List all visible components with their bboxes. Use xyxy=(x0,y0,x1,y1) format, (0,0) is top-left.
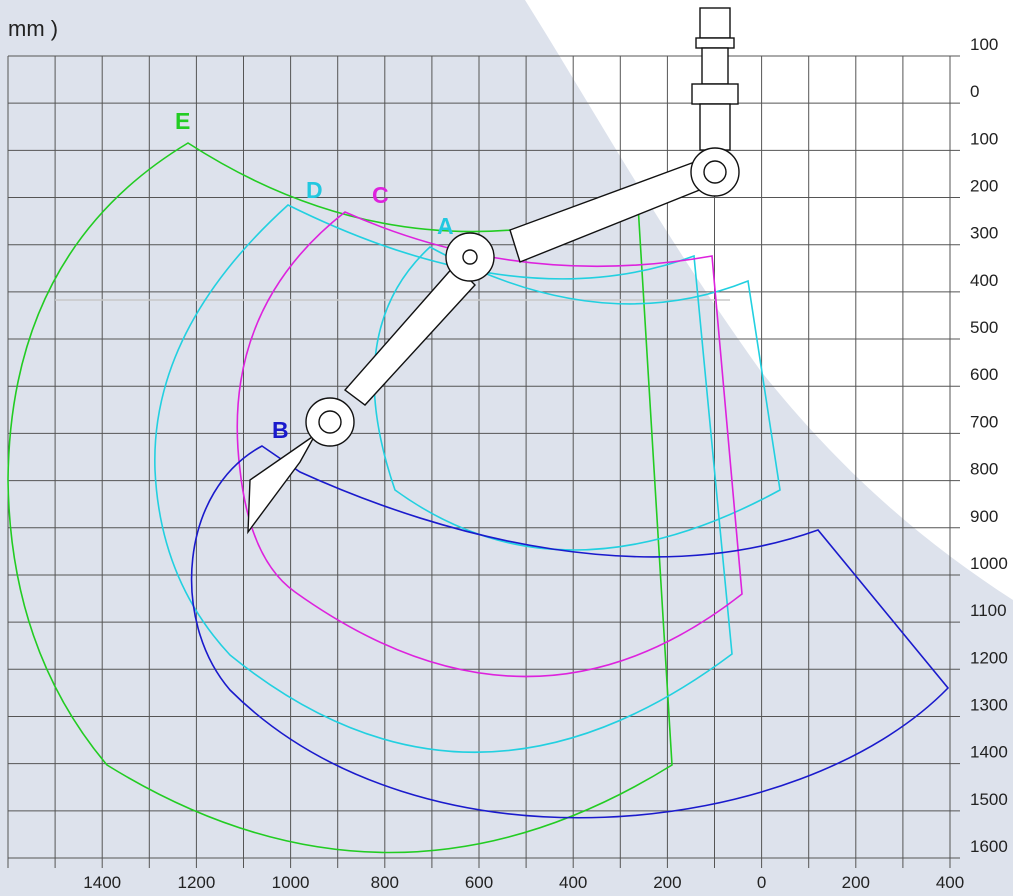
y-tick-label: 1200 xyxy=(970,648,1008,667)
zone-label: C xyxy=(372,182,389,208)
y-tick-label: 1000 xyxy=(970,554,1008,573)
y-tick-label: 1500 xyxy=(970,790,1008,809)
labels: A B C D E xyxy=(175,108,454,443)
x-tick-label: 400 xyxy=(559,873,587,892)
unit-label: mm ) xyxy=(8,16,58,41)
y-tick-label: 100 xyxy=(970,35,998,54)
x-tick-label: 0 xyxy=(757,873,766,892)
y-tick-label: 100 xyxy=(970,129,998,148)
y-tick-label: 0 xyxy=(970,82,979,101)
y-tick-label: 500 xyxy=(970,318,998,337)
zone-e xyxy=(7,142,673,854)
y-tick-label: 1300 xyxy=(970,695,1008,714)
zone-d-outer xyxy=(154,204,733,753)
y-tick-label: 600 xyxy=(970,365,998,384)
y-tick-label: 400 xyxy=(970,271,998,290)
x-tick-label: 600 xyxy=(465,873,493,892)
x-tick-label: 200 xyxy=(842,873,870,892)
zone-label: E xyxy=(175,108,190,134)
y-tick-label: 1100 xyxy=(970,601,1007,620)
y-tick-label: 1600 xyxy=(970,837,1008,856)
zone-label: D xyxy=(306,177,323,203)
robot-arm xyxy=(247,7,740,535)
x-tick-label: 1000 xyxy=(272,873,310,892)
zone-label: A xyxy=(437,213,454,239)
y-tick-label: 700 xyxy=(970,412,998,431)
zone-label: B xyxy=(272,417,289,443)
x-tick-label: 200 xyxy=(653,873,681,892)
x-tick-label: 800 xyxy=(371,873,399,892)
y-tick-label: 200 xyxy=(970,177,998,196)
x-tick-label: 400 xyxy=(936,873,964,892)
x-tick-label: 1200 xyxy=(177,873,215,892)
grid xyxy=(7,55,960,868)
y-tick-label: 800 xyxy=(970,460,998,479)
y-tick-label: 900 xyxy=(970,507,998,526)
y-tick-label: 300 xyxy=(970,224,998,243)
y-tick-label: 1400 xyxy=(970,743,1008,762)
zone-c xyxy=(236,211,743,678)
zone-b xyxy=(190,445,950,819)
x-tick-label: 1400 xyxy=(83,873,121,892)
